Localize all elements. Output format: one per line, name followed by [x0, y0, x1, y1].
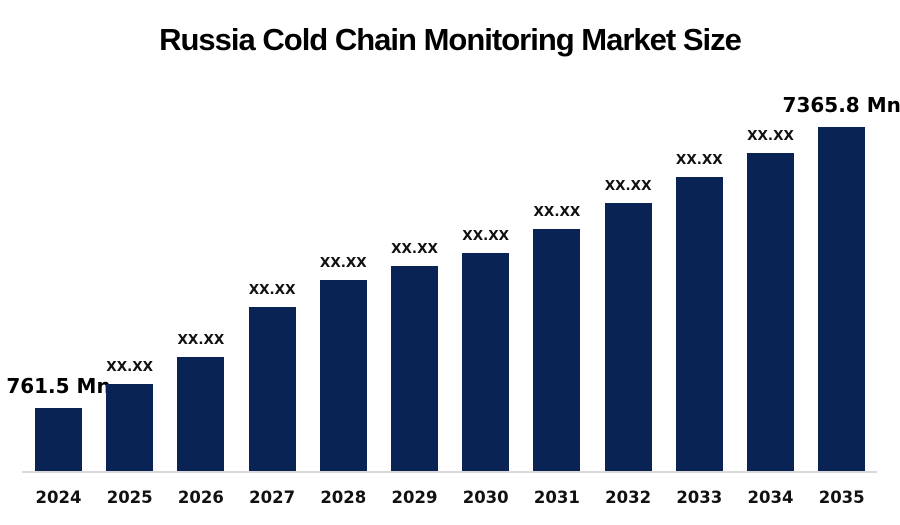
bar-value-label-2033: XX.XX [675, 152, 723, 169]
bar-2028 [319, 280, 367, 473]
bar-value-label-2031: XX.XX [533, 204, 581, 221]
bar-2032 [604, 203, 652, 473]
bar-2033 [675, 177, 723, 473]
bar-2031 [533, 229, 581, 473]
x-axis-label-2032: 2032 [605, 488, 652, 507]
bar-value-label-2034: XX.XX [747, 128, 794, 145]
bar-2026 [177, 357, 225, 473]
x-axis-label-2028: 2028 [320, 488, 367, 507]
bar-2034 [747, 153, 794, 473]
x-axis-label-2035: 2035 [818, 488, 865, 507]
bar-2029 [391, 266, 438, 473]
x-axis-label-2033: 2033 [676, 488, 723, 507]
x-axis-label-2027: 2027 [249, 488, 296, 507]
bar-value-label-2035: 7365.8 Mn [782, 93, 900, 117]
bar-value-label-2030: XX.XX [462, 228, 510, 245]
bar-value-label-2024: 761.5 Mn [6, 374, 111, 398]
bar-value-label-2027: XX.XX [248, 282, 296, 299]
bar-2024 [35, 408, 82, 473]
x-axis-label-2030: 2030 [462, 488, 509, 507]
plot-area: 761.5 Mn XX.XX XX.XX XX.XX XX.XX XX.XX XX.XX XX… [6, 93, 900, 473]
x-axis-label-2031: 2031 [533, 488, 580, 507]
bar-value-label-2025: XX.XX [106, 359, 154, 376]
chart-title: Russia Cold Chain Monitoring Market Size [159, 22, 742, 57]
x-axis-label-2029: 2029 [391, 488, 438, 507]
bar-2035 [818, 127, 866, 473]
bar-2027 [248, 307, 296, 473]
x-axis-label-2034: 2034 [747, 488, 794, 507]
bar-value-label-2026: XX.XX [177, 332, 225, 349]
x-axis-line [22, 471, 877, 473]
x-axis-label-2025: 2025 [106, 488, 153, 507]
bar-2025 [106, 384, 154, 473]
x-axis-label-2026: 2026 [177, 488, 224, 507]
bar-value-label-2029: XX.XX [391, 241, 438, 258]
bar-value-label-2032: XX.XX [604, 178, 652, 195]
x-axis-label-2024: 2024 [35, 488, 82, 507]
bar-value-label-2028: XX.XX [319, 255, 367, 272]
bar-2030 [462, 253, 510, 473]
